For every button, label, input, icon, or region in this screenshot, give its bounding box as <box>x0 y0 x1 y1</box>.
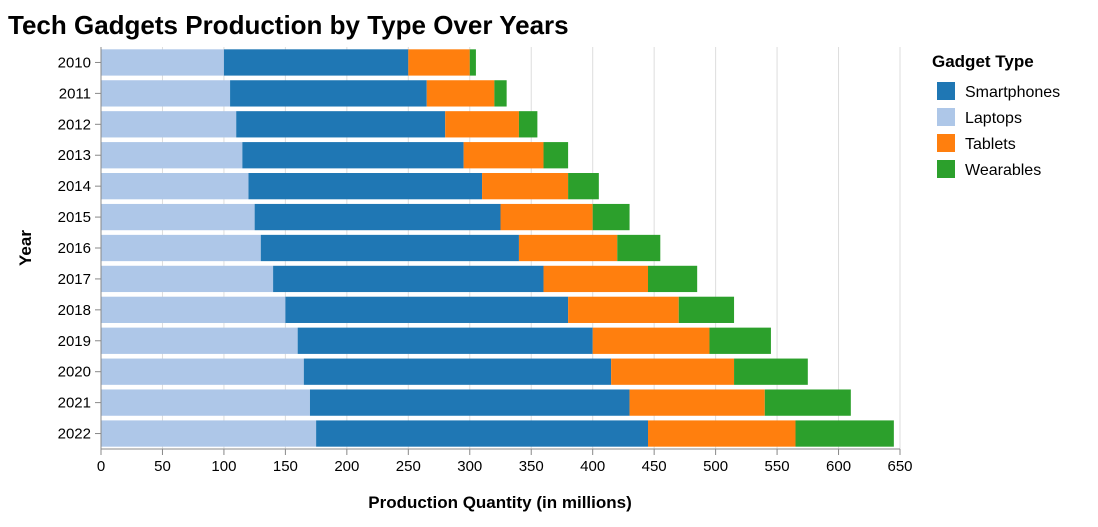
x-tick-label: 250 <box>396 458 421 475</box>
x-tick-label: 0 <box>97 458 105 475</box>
axes: 0 50 100 150 200 250 300 350 400 450 500 550 600 650 2… <box>58 47 913 475</box>
y-tick-label: 2019 <box>58 333 91 350</box>
legend-swatch-wearables <box>937 160 955 178</box>
bar-tablets-2018 <box>568 296 679 323</box>
x-tick-label: 300 <box>457 458 482 475</box>
y-axis-title: Year <box>16 230 35 266</box>
bar-laptops-2016 <box>101 234 261 262</box>
bar-tablets-2021 <box>629 389 765 416</box>
x-tick-label: 550 <box>765 458 790 475</box>
bar-smartphones-2016 <box>260 234 519 262</box>
bar-laptops-2014 <box>101 173 249 200</box>
x-tick-label: 500 <box>703 458 728 475</box>
bar-tablets-2012 <box>445 111 519 138</box>
legend-label-laptops: Laptops <box>965 110 1022 127</box>
bar-laptops-2015 <box>101 203 255 231</box>
x-tick-label: 650 <box>887 458 912 475</box>
x-tick-label: 600 <box>826 458 851 475</box>
legend-label-smartphones: Smartphones <box>965 84 1060 101</box>
y-tick-label: 2014 <box>58 178 91 195</box>
bar-laptops-2020 <box>101 358 304 385</box>
legend-swatch-tablets <box>937 134 955 152</box>
bar-wearables-2013 <box>543 142 569 169</box>
bar-wearables-2016 <box>617 234 661 262</box>
bar-smartphones-2020 <box>303 358 612 385</box>
x-tick-label: 350 <box>519 458 544 475</box>
bar-tablets-2013 <box>463 142 544 169</box>
bar-tablets-2020 <box>611 358 735 385</box>
bar-laptops-2018 <box>101 296 286 323</box>
x-tick-label: 400 <box>580 458 605 475</box>
y-tick-label: 2012 <box>58 116 91 133</box>
bar-laptops-2017 <box>101 265 274 293</box>
bar-laptops-2013 <box>101 142 243 169</box>
bar-tablets-2017 <box>543 265 649 293</box>
y-tick-label: 2015 <box>58 209 91 226</box>
bar-tablets-2022 <box>648 420 796 447</box>
y-tick-label: 2021 <box>58 395 91 412</box>
bar-laptops-2011 <box>101 80 231 107</box>
bar-wearables-2020 <box>734 358 808 385</box>
bar-wearables-2010 <box>469 49 476 76</box>
x-tick-label: 200 <box>334 458 359 475</box>
bar-wearables-2011 <box>494 80 507 107</box>
bar-smartphones-2021 <box>309 389 630 416</box>
legend-items: Smartphones Laptops Tablets Wearables <box>937 82 1060 179</box>
bar-tablets-2016 <box>518 234 618 262</box>
bar-laptops-2012 <box>101 111 237 138</box>
bar-wearables-2021 <box>764 389 851 416</box>
bar-laptops-2019 <box>101 327 298 354</box>
bar-tablets-2011 <box>426 80 495 107</box>
bar-wearables-2018 <box>678 296 735 323</box>
x-tick-label: 50 <box>154 458 171 475</box>
x-tick-label: 450 <box>642 458 667 475</box>
bar-smartphones-2014 <box>248 173 483 200</box>
x-tick-label: 100 <box>211 458 236 475</box>
bar-wearables-2012 <box>518 111 538 138</box>
bar-smartphones-2011 <box>230 80 427 107</box>
bar-tablets-2014 <box>482 173 569 200</box>
legend-swatch-laptops <box>937 108 955 126</box>
bar-smartphones-2022 <box>316 420 649 447</box>
bar-tablets-2019 <box>592 327 710 354</box>
chart-title: Tech Gadgets Production by Type Over Yea… <box>8 10 569 40</box>
y-tick-label: 2017 <box>58 271 91 288</box>
bar-wearables-2022 <box>795 420 894 447</box>
legend-label-wearables: Wearables <box>965 162 1041 179</box>
bar-wearables-2019 <box>709 327 771 354</box>
x-tick-label: 150 <box>273 458 298 475</box>
legend-swatch-smartphones <box>937 82 955 100</box>
y-tick-label: 2022 <box>58 426 91 443</box>
bar-smartphones-2017 <box>273 265 544 293</box>
bar-tablets-2015 <box>500 203 593 231</box>
y-tick-label: 2010 <box>58 54 91 71</box>
legend: Gadget Type Smartphones Laptops Tablets Wea… <box>932 52 1060 179</box>
bar-laptops-2021 <box>101 389 310 416</box>
y-tick-label: 2020 <box>58 364 91 381</box>
y-tick-label: 2013 <box>58 147 91 164</box>
y-tick-label: 2016 <box>58 240 91 257</box>
y-tick-label: 2018 <box>58 302 91 319</box>
legend-label-tablets: Tablets <box>965 136 1016 153</box>
bars <box>101 49 894 447</box>
bar-smartphones-2012 <box>236 111 446 138</box>
bar-wearables-2014 <box>568 173 599 200</box>
legend-title: Gadget Type <box>932 52 1034 71</box>
bar-smartphones-2010 <box>223 49 409 76</box>
bar-wearables-2017 <box>648 265 698 293</box>
bar-wearables-2015 <box>592 203 630 231</box>
bar-tablets-2010 <box>408 49 470 76</box>
bar-smartphones-2015 <box>254 203 501 231</box>
bar-smartphones-2013 <box>242 142 464 169</box>
bar-smartphones-2019 <box>297 327 593 354</box>
y-tick-label: 2011 <box>59 85 91 102</box>
x-axis-title: Production Quantity (in millions) <box>368 493 632 512</box>
bar-laptops-2022 <box>101 420 317 447</box>
bar-laptops-2010 <box>101 49 224 76</box>
bar-smartphones-2018 <box>285 296 569 323</box>
